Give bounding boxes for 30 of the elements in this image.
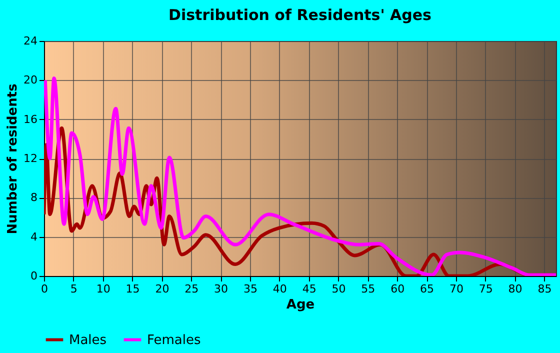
x-tick-label: 60 <box>390 282 405 296</box>
y-tick-label: 16 <box>24 112 38 126</box>
x-tick-label: 5 <box>70 282 78 296</box>
x-tick-label: 40 <box>272 282 287 296</box>
x-tick-label: 30 <box>214 282 228 296</box>
x-tick-label: 45 <box>302 282 316 296</box>
chart-title: Distribution of Residents' Ages <box>168 6 432 24</box>
legend-label: Males <box>69 332 107 348</box>
y-tick-label: 12 <box>24 152 38 165</box>
y-tick-label: 4 <box>30 230 38 244</box>
x-tick-label: 10 <box>96 282 110 296</box>
x-tick-label: 20 <box>155 282 170 296</box>
y-tick-label: 8 <box>30 191 38 204</box>
y-tick-label: 0 <box>30 270 38 282</box>
y-tick-label: 20 <box>24 74 38 87</box>
x-axis-title: Age <box>286 298 315 312</box>
x-tick-label: 25 <box>184 282 199 296</box>
x-tick-label: 15 <box>126 282 140 296</box>
y-axis-title: Number of residents <box>6 83 21 234</box>
x-tick-label: 55 <box>361 282 376 296</box>
x-tick-label: 75 <box>478 282 493 296</box>
x-tick-label: 35 <box>243 282 258 296</box>
legend-label: Females <box>147 332 202 348</box>
x-tick-label: 50 <box>332 282 346 296</box>
y-tick-label: 24 <box>24 34 38 48</box>
x-tick-label: 85 <box>538 282 552 296</box>
x-tick-label: 65 <box>420 282 434 296</box>
x-tick-label: 80 <box>508 282 522 296</box>
x-tick-label: 0 <box>41 282 48 296</box>
x-tick-label: 70 <box>449 282 464 296</box>
